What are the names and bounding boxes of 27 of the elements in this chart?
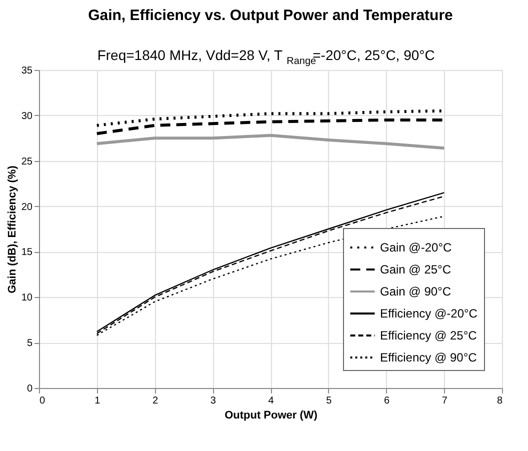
x-tick-label: 0 <box>40 396 46 406</box>
y-tick-label: 20 <box>21 202 33 213</box>
y-tick-label: 15 <box>21 247 33 258</box>
y-tick-label: 10 <box>21 292 33 304</box>
legend-label: Efficiency @ 25°C <box>380 328 478 342</box>
y-tick-label: 30 <box>21 110 33 122</box>
legend-label: Gain @ 90°C <box>380 284 452 298</box>
x-tick-label: 6 <box>384 396 390 406</box>
x-tick-label: 5 <box>326 396 332 406</box>
y-tick-label: 5 <box>26 338 33 350</box>
x-tick-label: 8 <box>496 396 503 406</box>
legend-label: Gain @ 25°C <box>380 262 452 276</box>
legend-label: Efficiency @-20°C <box>380 306 478 320</box>
x-tick-label: 1 <box>94 396 101 406</box>
y-axis-title: Gain (dB), Efficiency (%) <box>6 165 18 294</box>
legend-label: Efficiency @ 90°C <box>380 350 478 364</box>
x-tick-label: 2 <box>152 396 158 406</box>
line-series <box>95 134 446 150</box>
y-tick-label: 35 <box>21 66 33 76</box>
y-tick-label: 25 <box>21 156 33 168</box>
x-tick-label: 4 <box>268 396 274 406</box>
chart-title: Gain, Efficiency vs. Output Power and Temperature <box>88 7 453 24</box>
legend-label: Gain @-20°C <box>380 240 452 254</box>
x-tick-label: 3 <box>210 396 216 406</box>
x-axis-title: Output Power (W) <box>224 410 318 422</box>
x-tick-label: 7 <box>442 396 448 406</box>
y-tick-label: 0 <box>26 384 33 394</box>
